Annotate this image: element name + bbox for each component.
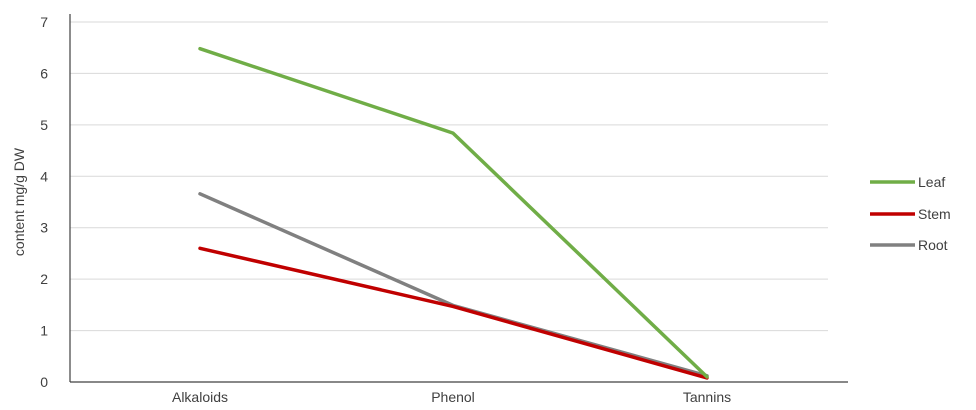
series-lines xyxy=(198,46,709,380)
y-tick-label: 2 xyxy=(40,271,48,287)
y-tick-label: 3 xyxy=(40,220,48,236)
y-axis-title: content mg/g DW xyxy=(11,147,27,256)
legend-label-stem: Stem xyxy=(918,206,951,222)
series-line-leaf xyxy=(198,46,709,379)
x-tick-label: Alkaloids xyxy=(172,389,228,405)
series-line-stem xyxy=(198,246,709,380)
x-tick-label: Phenol xyxy=(431,389,475,405)
y-tick-label: 0 xyxy=(40,374,48,390)
legend: Leaf Stem Root xyxy=(870,174,951,253)
y-tick-label: 7 xyxy=(40,14,48,30)
x-tick-label: Tannins xyxy=(683,389,731,405)
y-tick-label: 5 xyxy=(40,117,48,133)
legend-label-leaf: Leaf xyxy=(918,174,945,190)
series-line-root xyxy=(198,192,709,378)
y-tick-labels: 0 1 2 3 4 5 6 7 xyxy=(40,14,48,390)
y-tick-label: 1 xyxy=(40,323,48,339)
legend-label-root: Root xyxy=(918,237,948,253)
y-tick-label: 4 xyxy=(40,168,48,184)
x-tick-labels: Alkaloids Phenol Tannins xyxy=(172,389,731,405)
gridlines xyxy=(70,21,828,332)
y-tick-label: 6 xyxy=(40,65,48,81)
